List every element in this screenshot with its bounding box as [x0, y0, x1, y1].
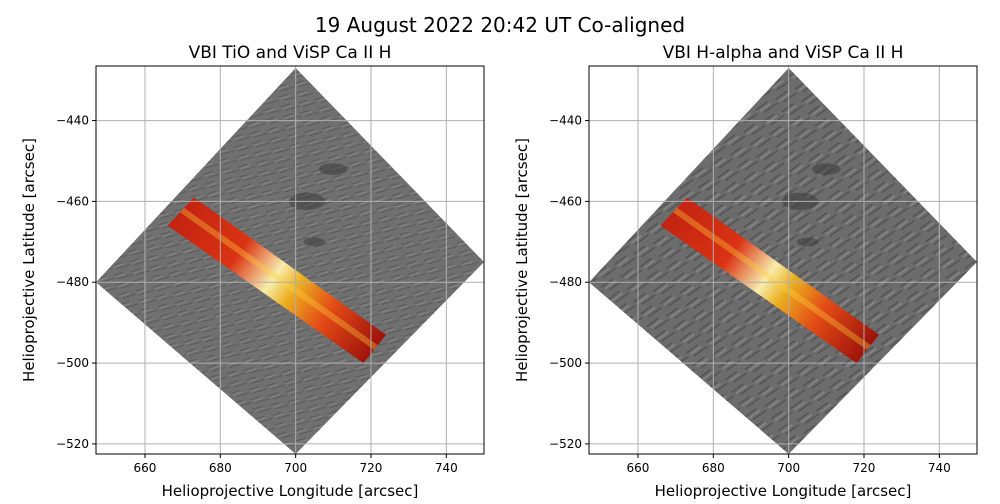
x-tick-label: 680	[702, 461, 725, 475]
overlay-bright-band	[180, 207, 378, 350]
axes-frame	[95, 65, 485, 455]
panel-1: 660 680 700 720 740 −440 −460 −480 −500 −520 VBI T…	[20, 43, 485, 500]
dark-feature	[811, 163, 841, 175]
x-tick-label: 740	[435, 461, 458, 475]
x-tick-label: 660	[627, 461, 650, 475]
dark-feature	[796, 237, 819, 247]
x-tick-label: 740	[928, 461, 951, 475]
x-axis-label: Helioprojective Longitude [arcsec]	[162, 482, 419, 500]
x-tick-label: 720	[360, 461, 383, 475]
plot-area	[589, 68, 977, 454]
x-tick-label: 700	[284, 461, 307, 475]
y-tick-label: −520	[549, 437, 582, 451]
axes-frame	[588, 65, 978, 455]
y-tick-label: −480	[549, 275, 582, 289]
visp-overlay-strip	[167, 197, 387, 364]
overlay-bright-band	[673, 207, 871, 350]
background-image	[96, 68, 484, 454]
figure-title: 19 August 2022 20:42 UT Co-aligned	[315, 13, 685, 37]
y-axis-label: Helioprojective Latitude [arcsec]	[513, 138, 531, 382]
y-tick-label: −520	[56, 437, 89, 451]
dark-feature	[318, 163, 348, 175]
background-image	[589, 68, 977, 454]
y-tick-label: −460	[56, 194, 89, 208]
y-axis-label: Helioprojective Latitude [arcsec]	[20, 138, 38, 382]
x-tick-label: 660	[134, 461, 157, 475]
panel-title: VBI TiO and ViSP Ca II H	[189, 43, 392, 63]
y-tick-label: −480	[56, 275, 89, 289]
y-tick-label: −500	[56, 356, 89, 370]
panel-2: 660 680 700 720 740 −440 −460 −480 −500 −520 VBI H…	[513, 43, 978, 500]
visp-overlay-strip	[660, 197, 880, 364]
x-tick-label: 720	[853, 461, 876, 475]
x-tick-label: 680	[209, 461, 232, 475]
y-tick-label: −500	[549, 356, 582, 370]
x-axis-label: Helioprojective Longitude [arcsec]	[655, 482, 912, 500]
plot-area	[96, 68, 484, 454]
y-tick-label: −440	[549, 114, 582, 128]
dark-feature	[303, 237, 326, 247]
y-tick-label: −460	[549, 194, 582, 208]
y-tick-label: −440	[56, 114, 89, 128]
x-tick-label: 700	[777, 461, 800, 475]
panel-title: VBI H-alpha and ViSP Ca II H	[663, 43, 904, 63]
